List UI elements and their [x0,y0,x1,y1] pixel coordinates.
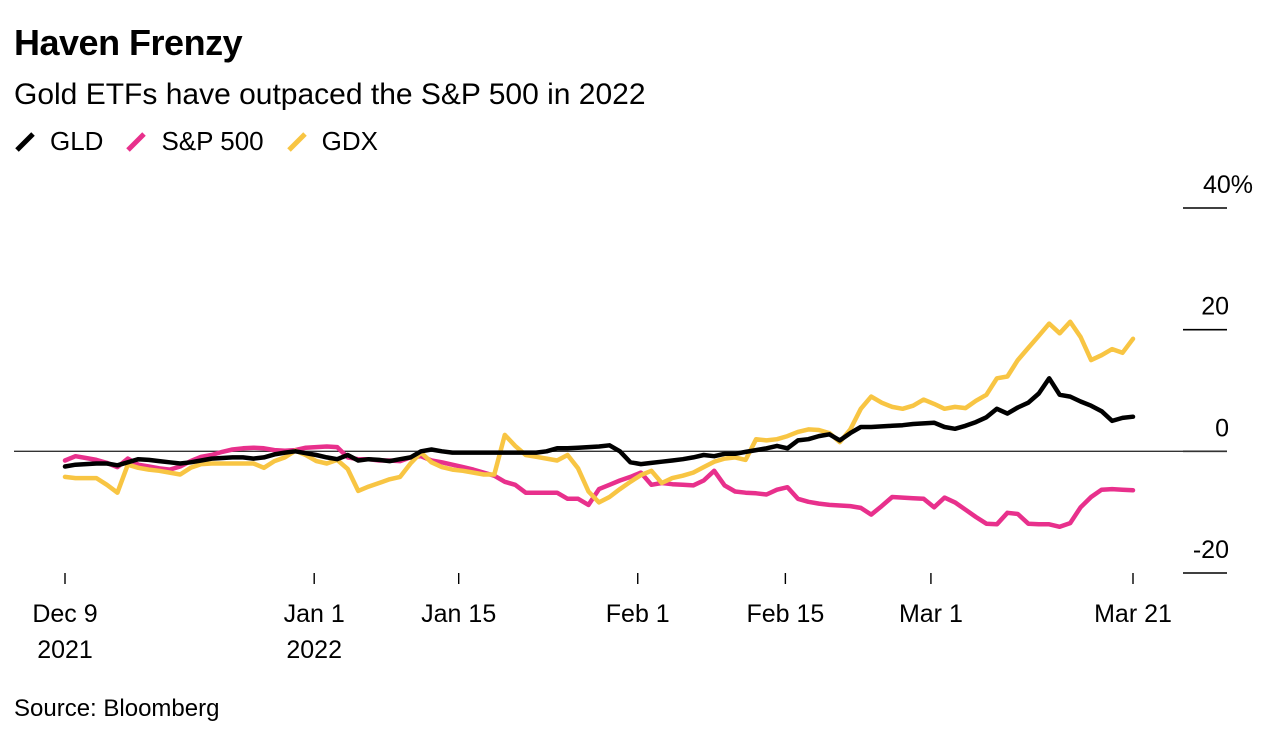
legend-item-gdx: GDX [286,126,378,157]
chart-subtitle: Gold ETFs have outpaced the S&P 500 in 2… [14,78,646,111]
y-axis: 40% 20 0 -20 [1183,171,1253,574]
x-tick-label: Mar 21 [1094,600,1172,628]
x-tick-label: Feb 15 [746,600,824,628]
y-tick-label: 0 [1215,414,1229,442]
source-note: Source: Bloomberg [14,695,220,722]
series-layer [62,319,1136,530]
legend-label-sp500: S&P 500 [161,126,264,156]
series-line-gdx [62,319,1136,505]
legend-item-sp500: S&P 500 [125,126,264,157]
legend-label-gld: GLD [50,126,104,156]
x-tick-label: Mar 1 [899,600,963,628]
legend-swatch-gdx [286,131,307,152]
x-tick-sublabel: 2021 [37,636,93,664]
legend-swatch-sp500 [126,131,147,152]
x-tick-sublabel: 2022 [286,636,342,664]
x-tick-label: Jan 1 [284,600,345,628]
legend-label-gdx: GDX [321,126,378,156]
legend-swatch-gld [15,131,35,152]
series-line-sp500 [62,444,1136,530]
series-line-gld [62,376,1136,469]
y-tick-label: 20 [1201,293,1229,321]
x-axis: Dec 9 2021 Jan 1 2022 Jan 15 Feb 1 Feb 15 Mar 1… [32,573,1172,664]
x-tick-label: Dec 9 [32,600,97,628]
y-tick-label: -20 [1193,536,1229,564]
legend: GLD S&P 500 GDX [14,126,400,157]
x-tick-label: Jan 15 [421,600,496,628]
chart-title: Haven Frenzy [14,22,243,63]
x-tick-label: Feb 1 [606,600,670,628]
y-tick-label: 40% [1203,171,1253,199]
legend-item-gld: GLD [14,126,103,157]
